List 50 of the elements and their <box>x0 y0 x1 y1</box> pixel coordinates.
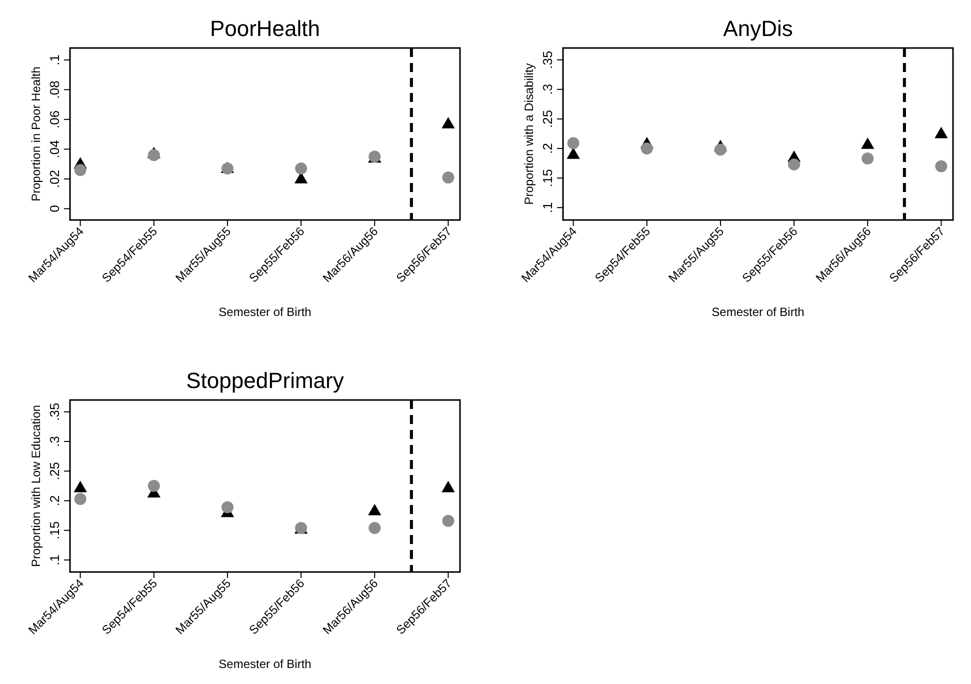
y-tick-label: .04 <box>47 140 62 158</box>
y-tick-label: .15 <box>540 168 555 188</box>
point <box>861 137 874 149</box>
point <box>148 149 160 162</box>
point <box>442 116 455 128</box>
y-tick-label: .1 <box>47 554 62 566</box>
point <box>442 514 454 527</box>
point <box>148 480 160 492</box>
y-tick-label: .06 <box>47 110 62 128</box>
y-tick-label: 0 <box>47 205 62 212</box>
point <box>935 160 948 172</box>
point <box>442 171 454 184</box>
point <box>714 144 726 156</box>
y-axis-title: Proportion with a Disability <box>522 63 536 205</box>
y-tick-label: .08 <box>47 80 62 99</box>
y-tick-label: .25 <box>540 110 555 128</box>
point <box>74 164 86 176</box>
y-tick-label: .25 <box>47 462 62 480</box>
y-tick-label: .35 <box>47 402 62 421</box>
point <box>567 137 580 150</box>
point <box>294 172 308 184</box>
y-tick-label: .15 <box>47 521 62 540</box>
chart-title: PoorHealth <box>210 16 320 41</box>
y-tick-label: .3 <box>540 84 555 95</box>
y-tick-label: .1 <box>540 202 555 214</box>
point <box>368 504 382 516</box>
point <box>74 492 86 505</box>
point <box>74 480 87 492</box>
point <box>566 147 580 159</box>
y-tick-label: .02 <box>47 170 62 188</box>
point <box>788 158 800 170</box>
point <box>862 152 874 165</box>
point <box>640 142 653 154</box>
y-tick-label: .1 <box>47 54 62 66</box>
chart-title: AnyDis <box>723 16 793 41</box>
y-axis-title: Proportion with Low Education <box>29 404 43 568</box>
x-axis-title: Semester of Birth <box>218 657 312 671</box>
y-tick-label: .3 <box>47 436 62 447</box>
point <box>221 501 234 514</box>
y-tick-label: .2 <box>47 495 62 506</box>
x-axis-title: Semester of Birth <box>712 305 804 319</box>
point <box>295 162 308 175</box>
y-tick-label: .35 <box>540 50 555 69</box>
point <box>368 522 381 534</box>
point <box>442 480 455 492</box>
point <box>934 126 948 138</box>
chart-title: StoppedPrimary <box>186 368 344 393</box>
y-axis-title: Proportion in Poor Health <box>29 66 43 202</box>
y-tick-label: .2 <box>540 143 555 154</box>
x-axis-title: Semester of Birth <box>218 305 312 319</box>
